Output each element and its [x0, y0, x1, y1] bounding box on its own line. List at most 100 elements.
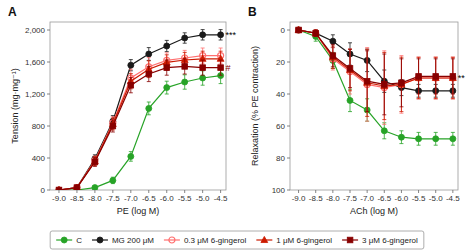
error-bar [348, 49, 352, 91]
data-point [128, 62, 134, 68]
x-tick-label: -5.0 [196, 194, 210, 203]
x-tick-label: -8.5 [309, 194, 323, 203]
error-bar [417, 132, 421, 145]
y-tick [47, 190, 50, 191]
series-line [59, 76, 221, 190]
data-point [56, 186, 63, 190]
series [56, 51, 224, 190]
data-point [313, 30, 319, 36]
data-point [364, 78, 370, 84]
data-point [296, 27, 302, 33]
error-bar [183, 33, 187, 43]
y-tick-label: 60 [276, 122, 285, 131]
error-bar [365, 49, 369, 116]
error-bar [129, 78, 133, 93]
error-bar [165, 81, 169, 94]
error-bar [147, 66, 151, 81]
x-tick-label: -6.5 [377, 194, 391, 203]
y-tick-label: 0 [281, 26, 286, 35]
data-point [146, 51, 152, 57]
data-point [330, 38, 336, 44]
panel: 020406080100-9.0-8.5-8.0-7.5-7.0-6.5-6.0… [248, 5, 465, 216]
x-tick [112, 190, 113, 193]
x-tick [401, 190, 402, 193]
error-bar [219, 60, 223, 75]
series-line [59, 35, 221, 190]
data-point [398, 134, 404, 140]
legend-marker [97, 237, 103, 243]
x-tick-label: -7.0 [124, 194, 138, 203]
y-tick-label: 1,600 [25, 58, 46, 67]
data-point [218, 65, 224, 71]
legend-marker [261, 236, 268, 242]
panel-title: A [8, 5, 17, 19]
error-bar [165, 40, 169, 51]
y-axis-label: Relaxation (% PE contraction) [250, 46, 260, 166]
error-bar [314, 30, 318, 36]
data-point [56, 187, 62, 190]
series-line [299, 30, 453, 91]
plot-frame [290, 22, 458, 190]
series-line [59, 66, 221, 190]
legend-item: 3 μM 6-gingerol [342, 236, 418, 245]
y-tick-label: 0 [41, 186, 46, 195]
error-bar [111, 120, 115, 132]
data-point [56, 187, 62, 190]
error-bar [399, 57, 403, 111]
error-bar [183, 75, 187, 89]
error-bar [451, 132, 455, 145]
series-line [299, 30, 453, 86]
legend-label: MG 200 μM [112, 236, 154, 245]
series [56, 48, 224, 190]
panel-title: B [248, 5, 257, 19]
error-bar [201, 30, 205, 40]
data-point [347, 97, 353, 103]
error-bar [434, 57, 438, 99]
series [56, 59, 223, 190]
y-tick-label: 80 [276, 154, 285, 163]
x-tick-label: -9.0 [52, 194, 66, 203]
y-tick-label: 20 [276, 58, 285, 67]
data-point [312, 30, 319, 36]
y-tick [287, 190, 290, 191]
error-bar [451, 57, 455, 99]
error-bar [399, 56, 403, 114]
data-point [381, 128, 387, 134]
legend-item: C [56, 236, 82, 245]
series [296, 27, 456, 145]
data-point [182, 64, 188, 70]
plot-area [56, 30, 224, 190]
legend-frame [50, 231, 424, 249]
x-tick [452, 190, 453, 193]
data-point [74, 185, 80, 190]
y-tick [287, 158, 290, 159]
data-point [56, 187, 62, 190]
series-line [59, 59, 221, 190]
error-bar [219, 30, 223, 40]
x-tick-label: -9.0 [292, 194, 306, 203]
data-point [74, 185, 80, 190]
legend-item: 1 μM 6-gingerol [256, 236, 332, 245]
series-line [59, 56, 221, 190]
x-tick-label: -5.0 [429, 194, 443, 203]
legend-label: 3 μM 6-gingerol [362, 236, 418, 245]
error-bar [129, 152, 133, 162]
x-axis-label: PE (log M) [117, 206, 160, 216]
error-bar [417, 57, 421, 99]
y-tick-label: 40 [276, 90, 285, 99]
x-axis-label: ACh (log M) [350, 206, 398, 216]
x-tick-label: -7.5 [106, 194, 120, 203]
data-point [128, 153, 134, 159]
panel: 04008001,2001,6002,000-9.0-8.5-8.0-7.5-7… [8, 5, 237, 216]
x-tick [332, 190, 333, 193]
legend-marker [61, 237, 67, 243]
error-bar [451, 59, 455, 94]
data-point [450, 136, 456, 142]
annotation: ** [458, 73, 466, 83]
data-point [313, 30, 319, 36]
x-tick [418, 190, 419, 193]
data-point [296, 27, 302, 33]
y-tick [287, 94, 290, 95]
error-bar [165, 60, 169, 75]
x-tick [94, 190, 95, 193]
